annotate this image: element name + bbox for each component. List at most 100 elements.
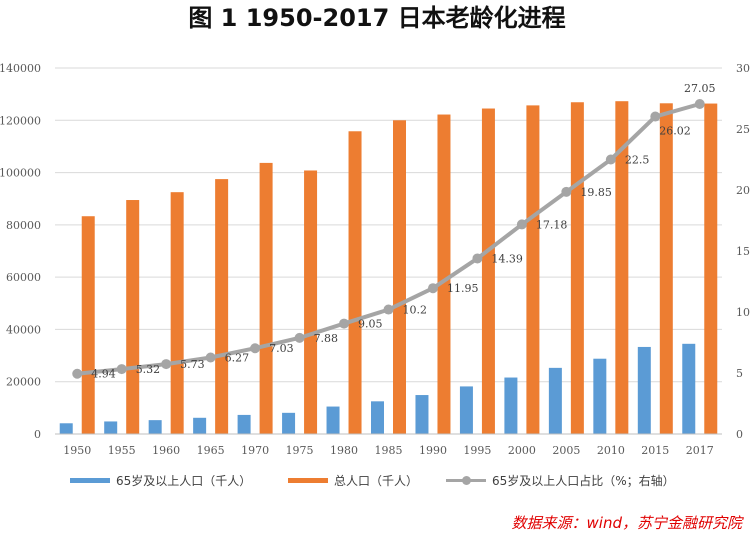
legend-label-aged: 65岁及以上人口（千人） xyxy=(116,473,252,488)
y-right-tick-label: 15 xyxy=(736,245,750,258)
bar-total xyxy=(393,120,406,435)
ratio-point xyxy=(694,98,705,109)
ratio-point xyxy=(294,332,305,343)
bar-total xyxy=(215,179,229,434)
x-tick-label: 2015 xyxy=(641,444,669,457)
x-tick-label: 1980 xyxy=(330,444,358,457)
x-tick-label: 2000 xyxy=(508,444,536,457)
ratio-data-label: 26.02 xyxy=(659,125,691,138)
ratio-line-series: 4.94 5.32 5.73 6.27 7.03 7.88 9.05 10.2 11.95 14.… xyxy=(72,82,716,381)
ratio-data-label: 4.94 xyxy=(91,368,116,381)
bar-total xyxy=(615,101,629,435)
x-tick-label: 1970 xyxy=(241,444,269,457)
legend-swatch-aged xyxy=(70,477,110,483)
legend-item-ratio: 65岁及以上人口占比（%；右轴） xyxy=(446,470,675,490)
bar-aged xyxy=(282,412,296,434)
ratio-data-label: 9.05 xyxy=(358,318,383,331)
y-left-tick-label: 120000 xyxy=(0,114,41,127)
bar-series xyxy=(59,101,718,435)
bar-aged xyxy=(148,420,162,434)
ratio-point xyxy=(605,154,616,165)
bar-aged xyxy=(237,414,251,434)
y-right-tick-label: 30 xyxy=(736,62,750,75)
y-left-tick-label: 140000 xyxy=(0,62,41,75)
x-tick-label: 2005 xyxy=(552,444,580,457)
ratio-point xyxy=(427,283,438,294)
bar-aged xyxy=(193,417,207,434)
bar-total xyxy=(526,105,540,435)
ratio-data-label: 27.05 xyxy=(684,82,716,95)
ratio-point xyxy=(116,364,127,375)
y-right-tick-label: 0 xyxy=(736,428,743,441)
bar-aged xyxy=(59,423,73,434)
bar-aged xyxy=(548,367,562,434)
ratio-data-label: 17.18 xyxy=(536,218,568,231)
x-tick-label: 1985 xyxy=(375,444,403,457)
legend-item-aged: 65岁及以上人口（千人） xyxy=(70,470,251,490)
y-left-tick-label: 20000 xyxy=(6,376,41,389)
source-note: 数据来源：wind，苏宁金融研究院 xyxy=(511,514,742,532)
ratio-data-label: 6.27 xyxy=(225,352,250,365)
ratio-point xyxy=(516,219,527,230)
chart-area: 4.94 5.32 5.73 6.27 7.03 7.88 9.05 10.2 11.95 14.… xyxy=(0,62,750,457)
x-tick-label: 1965 xyxy=(197,444,225,457)
ratio-data-label: 5.32 xyxy=(136,363,161,376)
bar-total xyxy=(348,131,362,434)
bar-total xyxy=(170,192,184,434)
bar-total xyxy=(481,108,495,435)
ratio-data-label: 19.85 xyxy=(580,186,612,199)
bar-aged xyxy=(637,346,651,434)
bar-aged xyxy=(104,421,118,434)
ratio-data-label: 7.03 xyxy=(269,342,294,355)
ratio-point xyxy=(339,318,350,329)
bar-total xyxy=(659,103,673,435)
bar-aged xyxy=(459,386,473,434)
ratio-data-label: 11.95 xyxy=(447,282,479,295)
x-tick-label: 1960 xyxy=(152,444,180,457)
y-right-tick-label: 25 xyxy=(736,123,750,136)
y-left-tick-label: 40000 xyxy=(6,323,41,336)
ratio-data-label: 5.73 xyxy=(180,358,205,371)
bar-total xyxy=(704,103,718,434)
legend-label-total: 总人口（千人） xyxy=(334,473,419,488)
bar-aged xyxy=(326,406,340,434)
ratio-point xyxy=(383,304,394,315)
ratio-point xyxy=(205,352,216,363)
ratio-point xyxy=(250,343,261,354)
ratio-point xyxy=(72,368,83,379)
ratio-point xyxy=(650,111,661,122)
bar-aged xyxy=(504,377,518,434)
bar-total xyxy=(126,200,140,434)
ratio-point xyxy=(472,253,483,264)
x-tick-label: 1950 xyxy=(63,444,91,457)
bar-aged xyxy=(371,401,384,434)
y-left-tick-label: 60000 xyxy=(6,271,41,284)
bar-aged xyxy=(593,358,607,434)
legend-label-ratio: 65岁及以上人口占比（%；右轴） xyxy=(492,473,675,488)
legend-item-total: 总人口（千人） xyxy=(288,470,418,490)
ratio-point xyxy=(561,186,572,197)
ratio-data-label: 22.5 xyxy=(625,154,650,167)
x-tick-label: 1975 xyxy=(286,444,314,457)
ratio-data-label: 14.39 xyxy=(491,252,523,265)
x-tick-label: 1995 xyxy=(463,444,491,457)
bar-aged xyxy=(415,395,429,434)
y-right-tick-label: 10 xyxy=(736,306,750,319)
bar-total xyxy=(437,114,451,434)
y-left-tick-label: 0 xyxy=(34,428,41,441)
bar-aged xyxy=(682,343,696,434)
bar-total xyxy=(259,162,273,435)
legend-swatch-ratio xyxy=(446,475,486,485)
x-tick-label: 1955 xyxy=(108,444,136,457)
bar-total xyxy=(570,102,584,435)
bar-total xyxy=(304,170,318,435)
axes: 0 20000 40000 60000 80000 100000 120000 140000 0… xyxy=(0,62,750,457)
x-tick-label: 1990 xyxy=(419,444,447,457)
ratio-data-label: 7.88 xyxy=(314,332,339,345)
ratio-line xyxy=(77,102,701,376)
y-right-tick-label: 5 xyxy=(736,367,743,380)
x-tick-label: 2010 xyxy=(597,444,625,457)
y-left-tick-label: 80000 xyxy=(6,219,41,232)
chart-title: 图 1 1950-2017 日本老龄化进程 xyxy=(188,4,566,32)
ratio-point xyxy=(161,359,172,370)
